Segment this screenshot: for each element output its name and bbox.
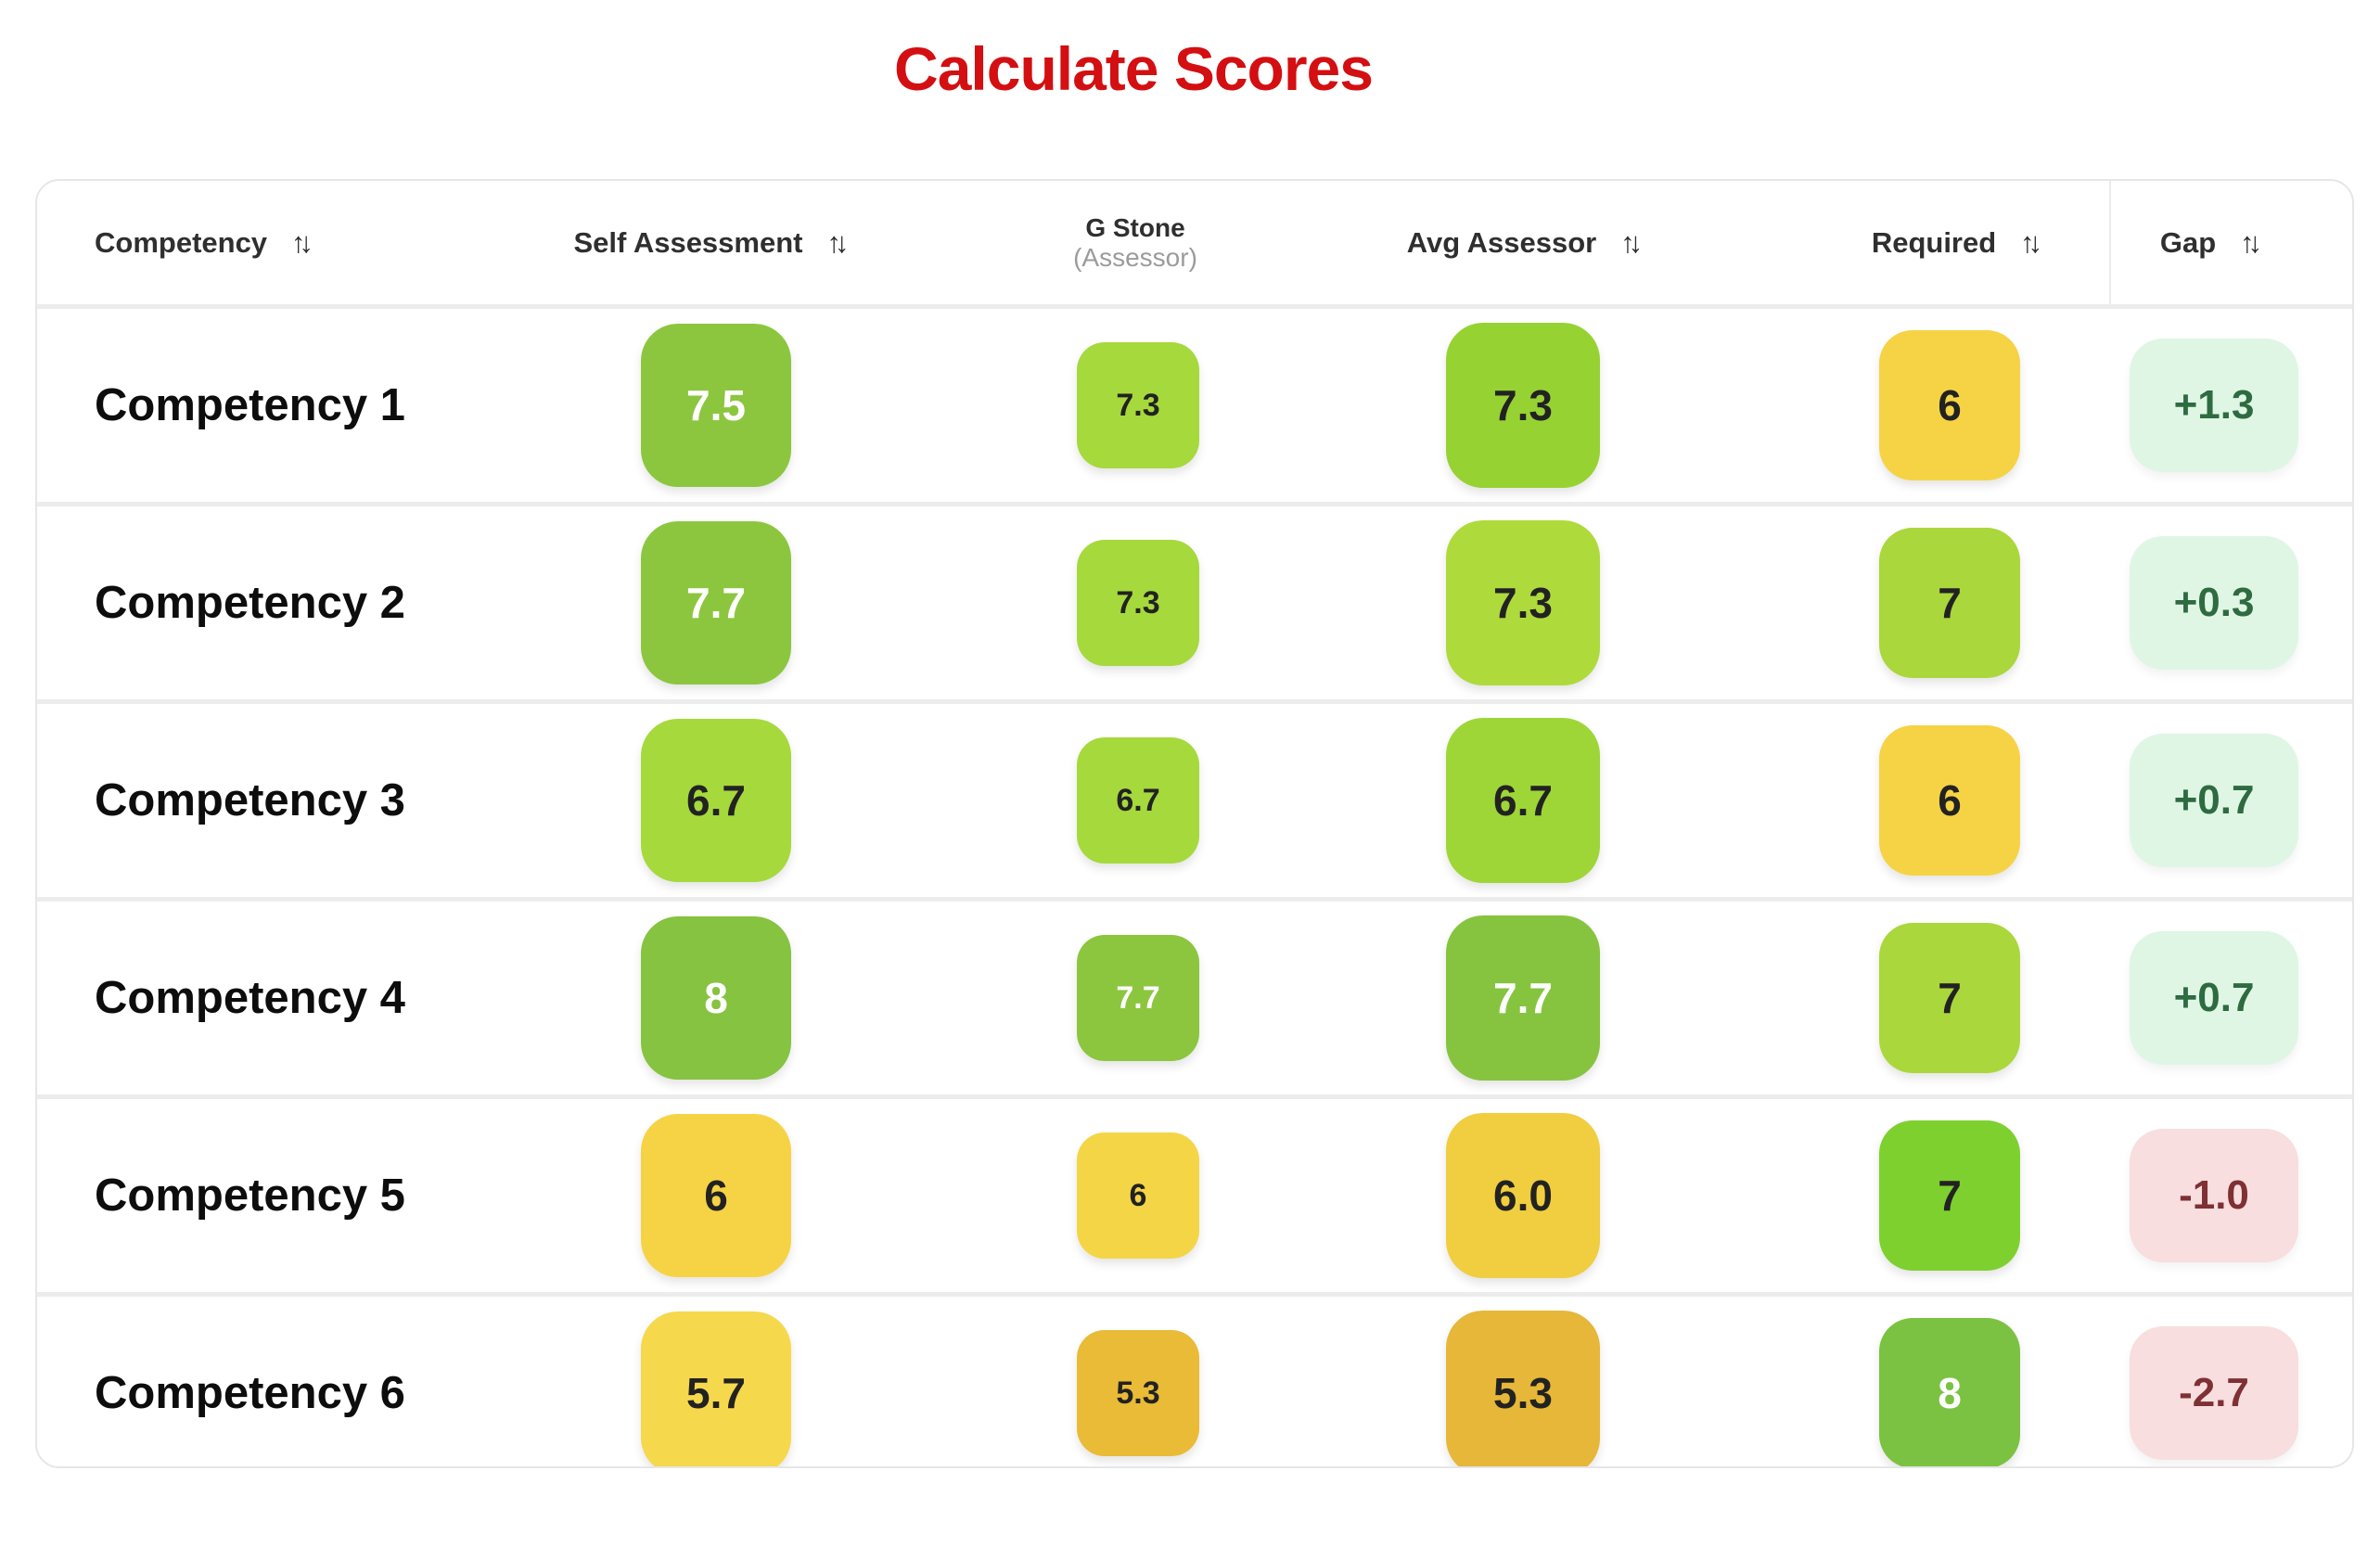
table-row: Competency 3 6.7 6.7 6.7 6 +0.7 — [37, 699, 2352, 897]
header-required-label: Required — [1871, 225, 1997, 259]
sort-icon[interactable]: ↑↓ — [2240, 225, 2262, 259]
g-stone-badge: 7.3 — [1077, 540, 1199, 666]
header-gap-label: Gap — [2159, 225, 2217, 259]
competency-name: Competency 3 — [95, 775, 405, 825]
competency-name: Competency 2 — [95, 578, 405, 628]
avg-assessor-badge: 7.3 — [1446, 323, 1600, 488]
self-assessment-badge: 8 — [641, 916, 791, 1080]
required-badge: 6 — [1879, 330, 2020, 480]
required-badge: 7 — [1879, 528, 2020, 678]
gap-badge: -2.7 — [2130, 1326, 2298, 1460]
required-badge: 7 — [1879, 1120, 2020, 1271]
gap-badge: -1.0 — [2130, 1129, 2298, 1262]
gap-badge: +0.7 — [2130, 931, 2298, 1065]
header-competency[interactable]: Competency ↑↓ — [95, 226, 313, 260]
self-assessment-badge: 7.5 — [641, 324, 791, 487]
table-row: Competency 6 5.7 5.3 5.3 8 -2.7 — [37, 1292, 2352, 1466]
gap-badge: +1.3 — [2130, 339, 2298, 472]
table-row: Competency 4 8 7.7 7.7 7 +0.7 — [37, 897, 2352, 1094]
header-g-stone: G Stone (Assessor) — [1073, 212, 1197, 272]
avg-assessor-badge: 7.7 — [1446, 915, 1600, 1081]
sort-icon[interactable]: ↑↓ — [1620, 225, 1643, 259]
avg-assessor-badge: 7.3 — [1446, 520, 1600, 685]
header-g-stone-label: G Stone — [1085, 212, 1185, 242]
self-assessment-badge: 5.7 — [641, 1311, 791, 1466]
page-title: Calculate Scores — [894, 34, 1374, 103]
sort-icon[interactable]: ↑↓ — [826, 225, 849, 259]
self-assessment-badge: 6.7 — [641, 719, 791, 882]
table-header-row: Competency ↑↓ Self Assessment ↑↓ G Stone… — [37, 181, 2352, 309]
required-badge: 6 — [1879, 725, 2020, 876]
header-competency-label: Competency — [95, 225, 268, 259]
table-row: Competency 1 7.5 7.3 7.3 6 +1.3 — [37, 309, 2352, 502]
competency-name: Competency 5 — [95, 1171, 405, 1221]
avg-assessor-badge: 6.7 — [1446, 718, 1600, 883]
self-assessment-badge: 6 — [641, 1114, 791, 1277]
header-g-stone-sublabel: (Assessor) — [1073, 242, 1197, 272]
gap-badge: +0.3 — [2130, 536, 2298, 670]
sort-icon[interactable]: ↑↓ — [2020, 225, 2042, 259]
table-row: Competency 5 6 6 6.0 7 -1.0 — [37, 1094, 2352, 1292]
competency-name: Competency 4 — [95, 973, 405, 1023]
header-self-assessment-label: Self Assessment — [573, 225, 803, 259]
g-stone-badge: 6 — [1077, 1132, 1199, 1259]
avg-assessor-badge: 6.0 — [1446, 1113, 1600, 1278]
sort-icon[interactable]: ↑↓ — [291, 225, 313, 259]
g-stone-badge: 7.7 — [1077, 935, 1199, 1061]
header-required[interactable]: Required ↑↓ — [1872, 226, 2042, 260]
table-body: Competency 1 7.5 7.3 7.3 6 +1.3 Competen… — [37, 309, 2352, 1466]
competency-name: Competency 1 — [95, 380, 405, 430]
scores-table: Competency ↑↓ Self Assessment ↑↓ G Stone… — [35, 179, 2354, 1468]
gap-badge: +0.7 — [2130, 734, 2298, 867]
table-row: Competency 2 7.7 7.3 7.3 7 +0.3 — [37, 502, 2352, 699]
avg-assessor-badge: 5.3 — [1446, 1311, 1600, 1466]
self-assessment-badge: 7.7 — [641, 521, 791, 685]
header-self-assessment[interactable]: Self Assessment ↑↓ — [574, 226, 850, 260]
competency-name: Competency 6 — [95, 1368, 405, 1418]
header-gap[interactable]: Gap ↑↓ — [2160, 226, 2262, 260]
g-stone-badge: 7.3 — [1077, 342, 1199, 468]
header-avg-assessor[interactable]: Avg Assessor ↑↓ — [1407, 226, 1643, 260]
header-avg-assessor-label: Avg Assessor — [1406, 225, 1597, 259]
g-stone-badge: 6.7 — [1077, 737, 1199, 864]
required-badge: 7 — [1879, 923, 2020, 1073]
g-stone-badge: 5.3 — [1077, 1330, 1199, 1456]
required-badge: 8 — [1879, 1318, 2020, 1466]
